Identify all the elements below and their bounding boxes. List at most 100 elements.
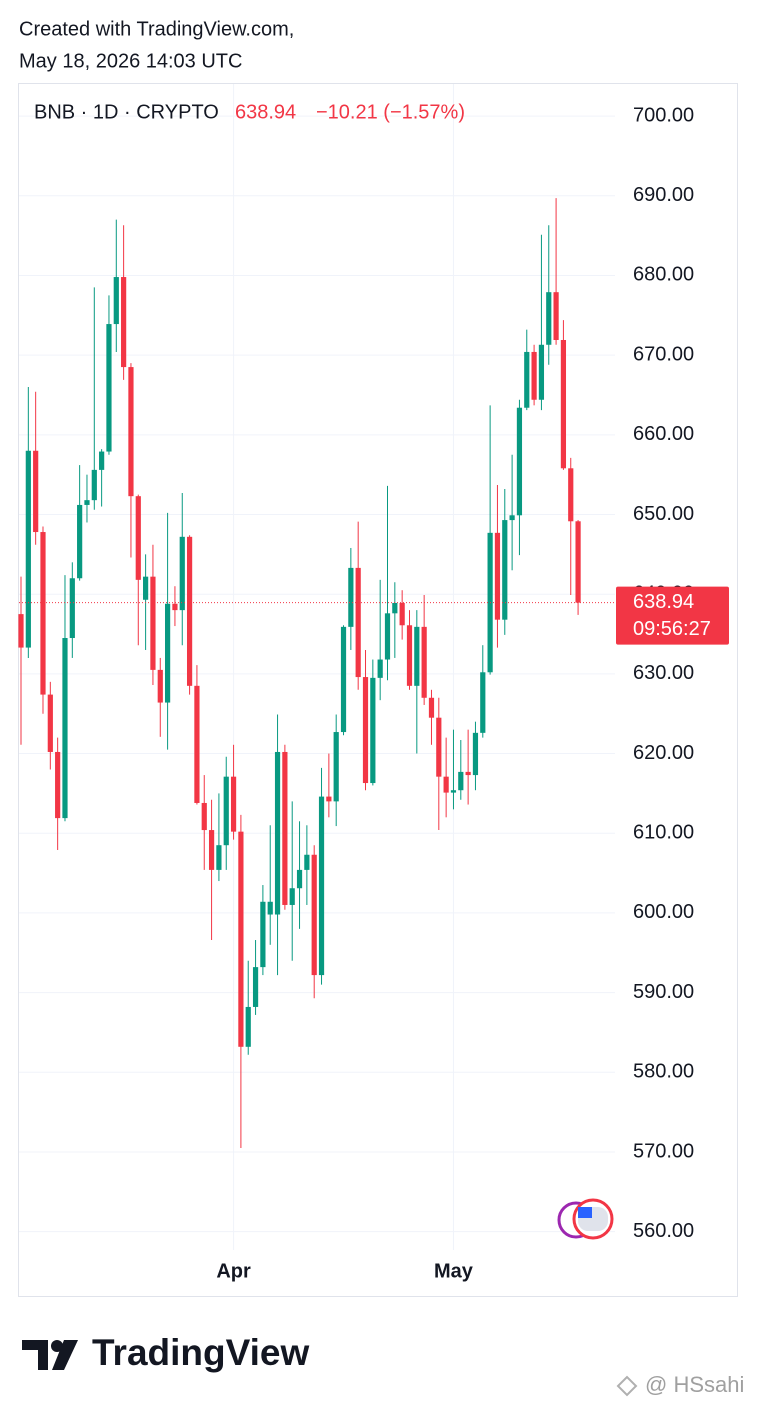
y-tick-label: 580.00 [633, 1061, 694, 1083]
candle-body [516, 407, 523, 516]
candle-body [238, 831, 244, 1047]
last-price-badge [616, 586, 729, 645]
candle-body [201, 802, 207, 831]
candle-body [165, 603, 171, 703]
symbol: BNB · 1D · CRYPTO [34, 101, 219, 123]
candle-body [399, 602, 405, 626]
y-tick-label: 630.00 [633, 662, 694, 684]
candle-body [494, 532, 501, 620]
candle-body [472, 732, 479, 776]
candle-body [91, 469, 97, 501]
event-icons [557, 1198, 614, 1240]
candle-body [77, 504, 83, 579]
candle-body [260, 901, 266, 968]
y-tick-label: 570.00 [633, 1140, 694, 1162]
candles [18, 198, 615, 1149]
candle-body [121, 277, 127, 368]
candle-body [340, 626, 347, 733]
candle-body [150, 576, 156, 670]
candle-body [40, 532, 46, 695]
candle-body [99, 451, 105, 470]
y-tick-label: 690.00 [633, 184, 694, 206]
candle-body [384, 613, 391, 660]
y-tick-label: 560.00 [633, 1220, 694, 1242]
candle-body [428, 697, 435, 718]
candle-body [304, 854, 310, 870]
candle-body [128, 367, 134, 497]
y-tick-label: 600.00 [633, 901, 694, 923]
candle-body [362, 677, 369, 784]
candle-body [186, 536, 193, 686]
countdown: 09:56:27 [633, 618, 711, 640]
y-tick-label: 700.00 [633, 104, 694, 126]
candle-body [370, 677, 376, 784]
candle-body [69, 578, 75, 639]
candle-body [326, 796, 332, 802]
candle-body [55, 751, 61, 819]
y-tick-label: 590.00 [633, 981, 694, 1003]
price-change: −10.21 (−1.57%) [316, 101, 465, 123]
candle-body [553, 292, 559, 340]
y-tick-label: 660.00 [633, 423, 694, 445]
candle-body [443, 776, 449, 793]
last-price-label: 638.94 [633, 591, 694, 613]
candle-body [355, 567, 361, 678]
axes: 560.00 570.00 580.00 590.00 600.00 610.00 620.… [216, 104, 729, 1282]
candle-body [524, 351, 530, 408]
candle-body [179, 536, 185, 611]
y-tick-label: 610.00 [633, 822, 694, 844]
candle-body [194, 685, 200, 803]
candle-body [311, 854, 317, 976]
candle-body [84, 500, 90, 505]
y-tick-label: 620.00 [633, 742, 694, 764]
candle-body [458, 771, 464, 791]
candle-body [531, 351, 537, 400]
grid [19, 84, 615, 1250]
candle-body [414, 626, 420, 686]
candle-body [33, 450, 39, 533]
candle-body [296, 869, 303, 889]
last-price: 638.94 [235, 101, 296, 123]
candle-body [208, 830, 215, 870]
candle-body [465, 771, 471, 776]
candle-body [245, 1006, 251, 1047]
candle-body [106, 324, 112, 452]
candle-body [480, 672, 486, 733]
candle-body [406, 625, 413, 686]
watermark: @ HSsahi [645, 1372, 744, 1397]
candle-body [450, 790, 457, 793]
candle-body [18, 614, 24, 648]
candle-body [377, 659, 383, 678]
candle-body [282, 751, 288, 905]
candle-body [568, 468, 574, 522]
candle-body [157, 669, 163, 703]
brand-logo [22, 1340, 78, 1370]
y-tick-label: 670.00 [633, 343, 694, 365]
candle-body [113, 277, 119, 325]
candle-body [223, 776, 229, 846]
candle-body [392, 602, 398, 614]
candle-body [143, 576, 149, 600]
candle-body [25, 450, 31, 648]
candle-body [135, 496, 141, 580]
candle-body [509, 515, 515, 521]
x-tick-label: Apr [216, 1260, 251, 1282]
candle-body [216, 845, 222, 870]
candle-body [560, 339, 567, 469]
brand: TradingView [92, 1332, 309, 1373]
candle-body [230, 776, 237, 832]
y-tick-label: 680.00 [633, 264, 694, 286]
candle-body [538, 344, 545, 400]
chart-frame [18, 83, 738, 1297]
y-tick-label: 650.00 [633, 503, 694, 525]
candle-body [348, 567, 354, 627]
candle-body [575, 521, 581, 603]
watermark-icon [616, 1375, 638, 1397]
candle-body [318, 796, 325, 976]
x-tick-label: May [434, 1260, 474, 1282]
timestamp: May 18, 2026 14:03 UTC [19, 50, 242, 72]
candle-body [502, 520, 508, 620]
candle-body [47, 694, 53, 752]
candle-body [436, 717, 442, 777]
